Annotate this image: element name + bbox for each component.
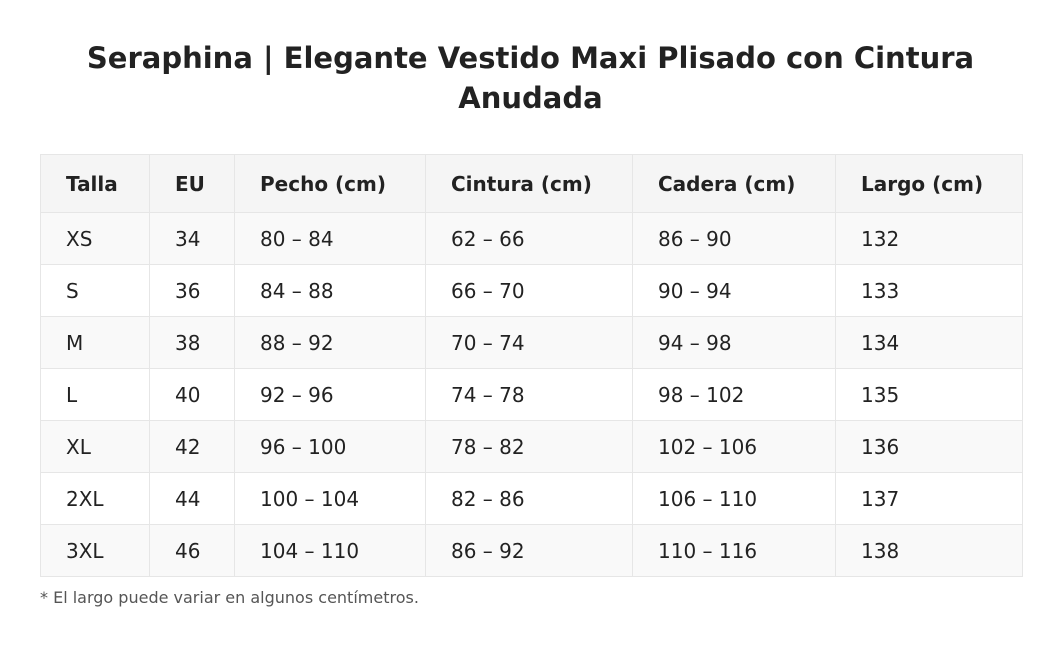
table-cell: L [40,368,150,421]
table-cell: 134 [835,316,1023,369]
table-cell: 80 – 84 [234,212,426,265]
column-header: Cadera (cm) [632,154,836,213]
column-header: EU [149,154,235,213]
table-row: XL 42 96 – 100 78 – 82 102 – 106 136 [40,420,1023,473]
table-cell: 106 – 110 [632,472,836,525]
table-cell: M [40,316,150,369]
table-cell: 82 – 86 [425,472,633,525]
table-cell: 46 [149,524,235,577]
table-cell: 62 – 66 [425,212,633,265]
table-cell: 38 [149,316,235,369]
table-cell: 88 – 92 [234,316,426,369]
table-cell: XL [40,420,150,473]
size-table: Talla EU Pecho (cm) Cintura (cm) Cadera (cm)… [40,154,1023,577]
table-body: XS 34 80 – 84 62 – 66 86 – 90 132 S 36 84 – 88 66… [40,212,1023,577]
table-cell: 90 – 94 [632,264,836,317]
table-cell: 44 [149,472,235,525]
table-cell: 40 [149,368,235,421]
table-cell: 86 – 92 [425,524,633,577]
column-header: Largo (cm) [835,154,1023,213]
table-cell: 2XL [40,472,150,525]
table-cell: 104 – 110 [234,524,426,577]
table-cell: 96 – 100 [234,420,426,473]
table-cell: 66 – 70 [425,264,633,317]
table-cell: 94 – 98 [632,316,836,369]
column-header: Cintura (cm) [425,154,633,213]
table-row: S 36 84 – 88 66 – 70 90 – 94 133 [40,264,1023,317]
column-header: Talla [40,154,150,213]
table-cell: 78 – 82 [425,420,633,473]
table-cell: 84 – 88 [234,264,426,317]
table-head: Talla EU Pecho (cm) Cintura (cm) Cadera (cm)… [40,154,1023,213]
table-cell: 86 – 90 [632,212,836,265]
table-cell: 110 – 116 [632,524,836,577]
table-row: M 38 88 – 92 70 – 74 94 – 98 134 [40,316,1023,369]
table-cell: 133 [835,264,1023,317]
table-cell: 98 – 102 [632,368,836,421]
table-row: L 40 92 – 96 74 – 78 98 – 102 135 [40,368,1023,421]
table-row: XS 34 80 – 84 62 – 66 86 – 90 132 [40,212,1023,265]
table-cell: S [40,264,150,317]
table-cell: 102 – 106 [632,420,836,473]
table-row: 3XL 46 104 – 110 86 – 92 110 – 116 138 [40,524,1023,577]
column-header: Pecho (cm) [234,154,426,213]
table-cell: 138 [835,524,1023,577]
footnote: * El largo puede variar en algunos centí… [40,588,419,607]
table-cell: 36 [149,264,235,317]
header-row: Talla EU Pecho (cm) Cintura (cm) Cadera (cm)… [40,154,1023,213]
table-cell: 3XL [40,524,150,577]
table-cell: 92 – 96 [234,368,426,421]
table-cell: 74 – 78 [425,368,633,421]
table-cell: 34 [149,212,235,265]
table-cell: 100 – 104 [234,472,426,525]
table-cell: 132 [835,212,1023,265]
table-cell: 135 [835,368,1023,421]
table-cell: XS [40,212,150,265]
table-row: 2XL 44 100 – 104 82 – 86 106 – 110 137 [40,472,1023,525]
table-cell: 42 [149,420,235,473]
table-cell: 136 [835,420,1023,473]
table-cell: 137 [835,472,1023,525]
title: Seraphina | Elegante Vestido Maxi Plisad… [86,41,975,115]
table-cell: 70 – 74 [425,316,633,369]
